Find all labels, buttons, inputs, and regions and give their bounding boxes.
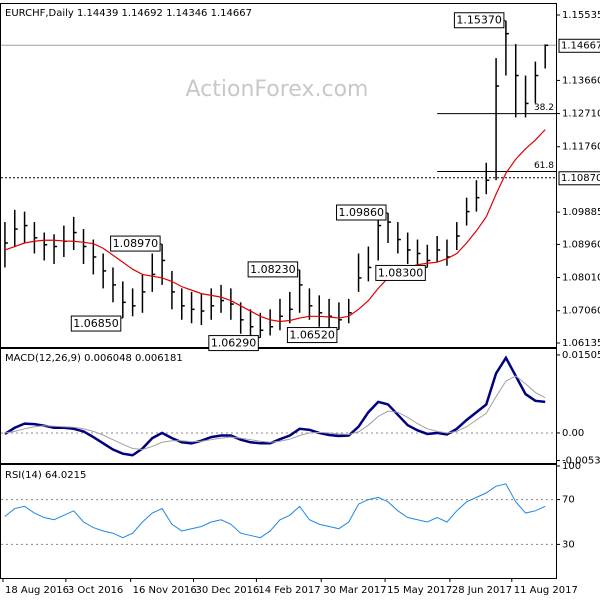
annotation-label-box — [336, 204, 387, 221]
x-tick-label: 3 Oct 2016 — [68, 585, 123, 596]
indicator-line — [4, 355, 546, 457]
y-tick-label: 0.015052 — [562, 350, 600, 361]
watermark: ActionForex.com — [186, 77, 369, 102]
annotation-label: 1.08970 — [113, 237, 159, 250]
y-tick-label: 1.11760 — [562, 142, 600, 153]
y-tick-label: 0.00 — [562, 428, 584, 439]
y-tick-label: 1.15535 — [562, 10, 600, 21]
rsi-panel — [0, 464, 557, 579]
annotation-label: 1.09860 — [339, 206, 385, 219]
annotation-label-box — [208, 335, 259, 352]
moving-average — [4, 129, 546, 323]
annotation-label: 1.06290 — [211, 337, 257, 350]
y-tick-label: 1.07060 — [562, 306, 600, 317]
annotation-label-box — [247, 261, 299, 278]
y-tick-label: 1.09885 — [562, 207, 600, 218]
annotation-label-box — [375, 264, 426, 281]
x-tick-label: 28 Jun 2017 — [452, 585, 512, 596]
y-tick-label: 70 — [562, 495, 575, 506]
x-tick-label: 30 Mar 2017 — [323, 585, 386, 596]
y-tick-label: 1.06135 — [562, 338, 600, 349]
panel-title: MACD(12,26,9) 0.006048 0.006181 — [5, 353, 183, 364]
x-tick-label: 11 Aug 2017 — [514, 585, 578, 596]
y-tick-label: 1.08010 — [562, 273, 600, 284]
annotation-label-box — [286, 327, 338, 344]
y-tick-label: -0.005321 — [562, 456, 600, 467]
annotation-label-box — [453, 12, 505, 29]
annotation-label-box — [110, 235, 161, 252]
annotation-label: 1.15370 — [456, 14, 502, 27]
y-tick-label: 1.13660 — [562, 75, 600, 86]
macd-panel — [0, 348, 557, 464]
indicator-line — [4, 375, 546, 451]
price-line-label: 1.14667 — [561, 40, 600, 51]
y-tick-label: 100 — [562, 461, 581, 472]
x-tick-label: 30 Dec 2016 — [196, 585, 260, 596]
price-line-label-box — [558, 38, 600, 53]
price-line-label: 1.10870 — [561, 173, 600, 184]
panel-title: EURCHF,Daily 1.14439 1.14692 1.14346 1.1… — [5, 8, 252, 19]
panel-title: RSI(14) 64.0215 — [5, 470, 86, 481]
annotation-label-box — [70, 315, 122, 332]
x-tick-label: 18 Aug 2016 — [5, 585, 69, 596]
y-tick-label: 1.08960 — [562, 239, 600, 250]
y-tick-label: 1.12710 — [562, 109, 600, 120]
annotation-label: 1.08230 — [250, 263, 296, 276]
annotation-label: 1.06520 — [289, 329, 335, 342]
annotation-label: 1.08300 — [378, 266, 424, 279]
indicator-line — [4, 483, 546, 539]
fib-label: 61.8 — [534, 161, 554, 171]
price-line-label-box — [558, 171, 600, 186]
x-tick-label: 15 May 2017 — [387, 585, 452, 596]
x-tick-label: 16 Nov 2016 — [133, 585, 197, 596]
y-tick-label: 30 — [562, 539, 575, 550]
annotation-label: 1.06850 — [73, 317, 119, 330]
price-panel — [0, 3, 557, 348]
fib-label: 38.2 — [534, 103, 554, 113]
x-tick-label: 14 Feb 2017 — [258, 585, 320, 596]
